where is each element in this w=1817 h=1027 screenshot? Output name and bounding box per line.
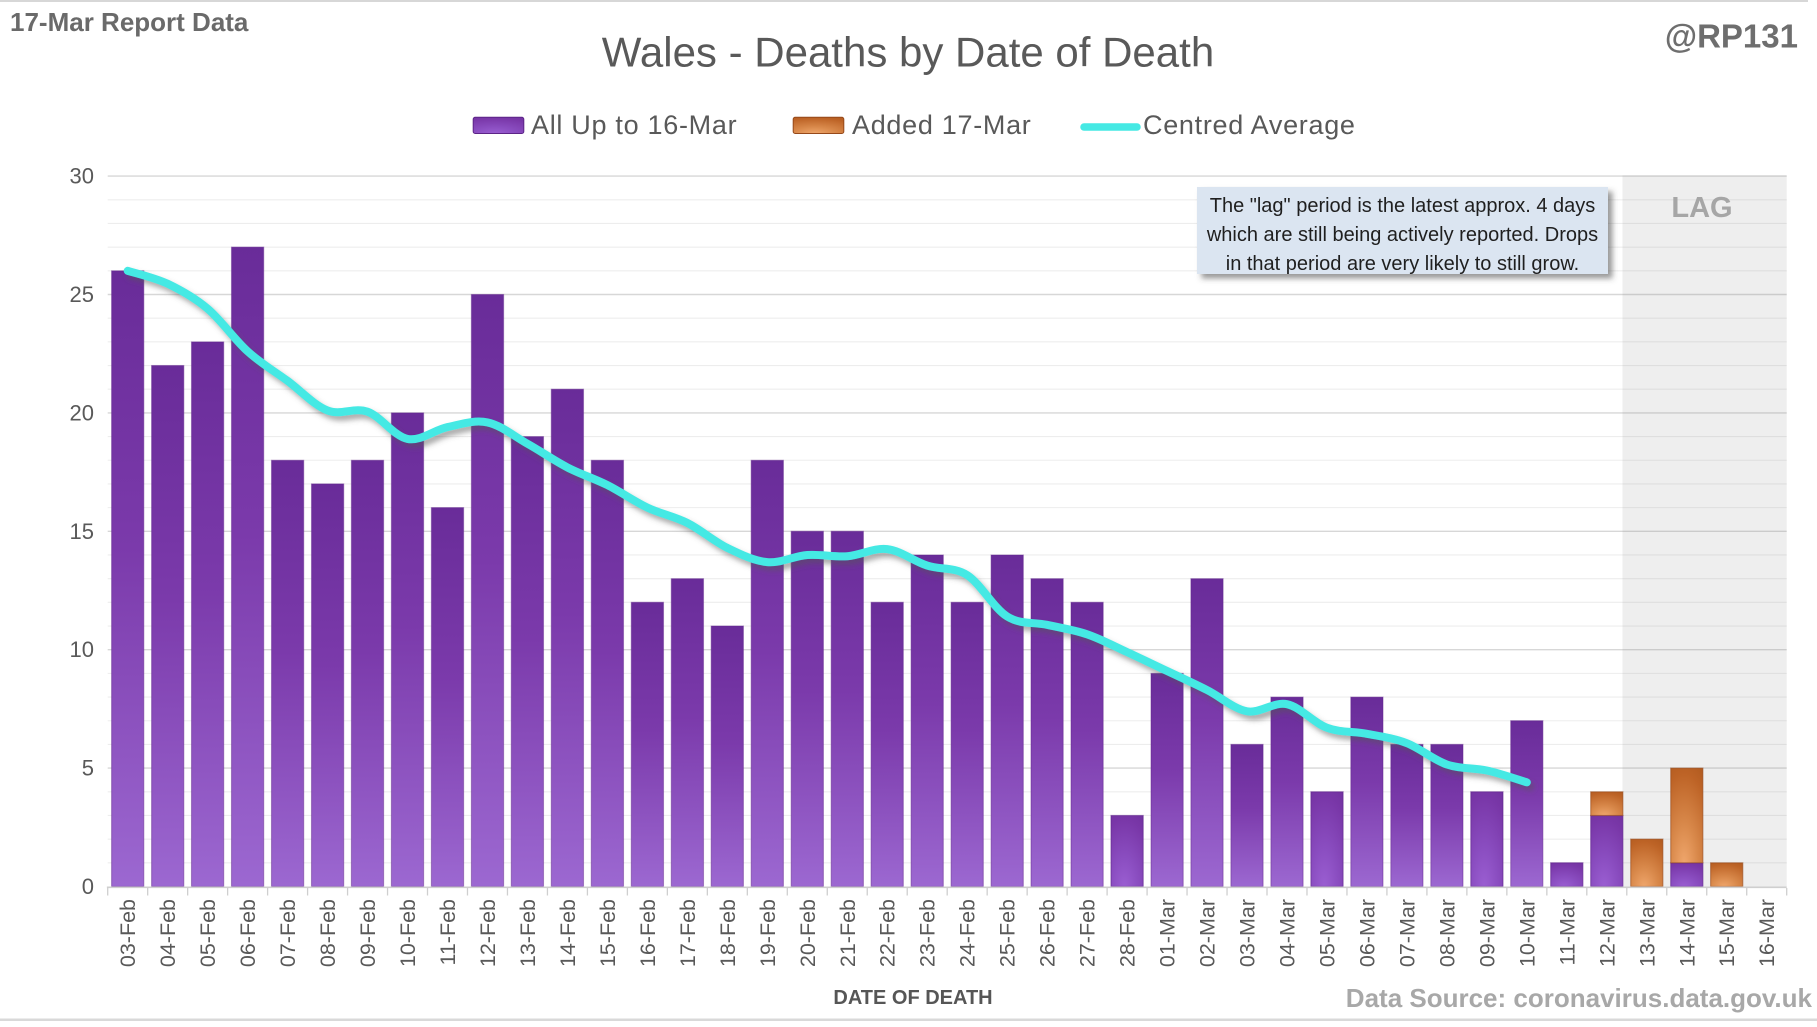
svg-text:11-Feb: 11-Feb [436,899,460,966]
svg-text:Added 17-Mar: Added 17-Mar [852,110,1032,140]
svg-text:14-Feb: 14-Feb [556,899,580,967]
svg-text:15-Mar: 15-Mar [1715,899,1739,967]
svg-text:30: 30 [70,164,94,189]
svg-text:25: 25 [70,282,94,307]
svg-text:06-Mar: 06-Mar [1355,899,1379,967]
svg-text:14-Mar: 14-Mar [1675,899,1699,967]
svg-text:13-Mar: 13-Mar [1635,899,1659,967]
svg-text:17-Feb: 17-Feb [676,899,700,967]
svg-text:DATE OF DEATH: DATE OF DEATH [833,987,992,1009]
svg-text:08-Mar: 08-Mar [1435,899,1459,967]
svg-text:12-Mar: 12-Mar [1595,899,1619,967]
svg-text:12-Feb: 12-Feb [476,899,500,967]
svg-text:16-Mar: 16-Mar [1755,899,1779,967]
svg-text:10-Feb: 10-Feb [396,899,420,967]
svg-text:04-Mar: 04-Mar [1276,899,1300,967]
svg-text:26-Feb: 26-Feb [1036,899,1060,967]
svg-text:03-Feb: 03-Feb [116,899,140,967]
svg-text:24-Feb: 24-Feb [956,899,980,967]
svg-text:which are still being actively: which are still being actively reported.… [1206,224,1598,246]
svg-text:Data Source: coronavirus.data.: Data Source: coronavirus.data.gov.uk [1346,983,1813,1013]
svg-text:05-Mar: 05-Mar [1316,899,1340,967]
svg-text:16-Feb: 16-Feb [636,899,660,967]
svg-text:20: 20 [70,400,94,425]
svg-text:09-Feb: 09-Feb [356,899,380,967]
svg-text:06-Feb: 06-Feb [236,899,260,967]
svg-text:21-Feb: 21-Feb [836,899,860,967]
svg-text:@RP131: @RP131 [1665,18,1798,55]
svg-text:10-Mar: 10-Mar [1515,899,1539,967]
svg-text:0: 0 [82,874,94,899]
svg-text:01-Mar: 01-Mar [1156,899,1180,967]
svg-text:22-Feb: 22-Feb [876,899,900,967]
svg-text:15-Feb: 15-Feb [596,899,620,967]
svg-text:The "lag" period is the latest: The "lag" period is the latest approx. 4… [1210,195,1596,217]
svg-text:18-Feb: 18-Feb [716,899,740,967]
svg-text:20-Feb: 20-Feb [796,899,820,967]
svg-text:5: 5 [82,756,94,781]
svg-text:Wales - Deaths by Date of Deat: Wales - Deaths by Date of Death [602,29,1214,76]
svg-text:04-Feb: 04-Feb [156,899,180,967]
svg-text:Centred Average: Centred Average [1143,110,1356,140]
svg-text:05-Feb: 05-Feb [196,899,220,967]
svg-text:02-Mar: 02-Mar [1196,899,1220,967]
svg-text:23-Feb: 23-Feb [916,899,940,967]
svg-text:in that period are very likely: in that period are very likely to still … [1226,253,1580,275]
svg-text:09-Mar: 09-Mar [1475,899,1499,967]
svg-text:27-Feb: 27-Feb [1076,899,1100,967]
svg-text:15: 15 [70,519,94,544]
svg-text:08-Feb: 08-Feb [316,899,340,967]
svg-text:28-Feb: 28-Feb [1116,899,1140,967]
svg-text:LAG: LAG [1671,192,1732,224]
svg-text:13-Feb: 13-Feb [516,899,540,967]
svg-text:19-Feb: 19-Feb [756,899,780,967]
svg-text:10: 10 [70,637,94,662]
svg-text:03-Mar: 03-Mar [1236,899,1260,967]
svg-text:07-Feb: 07-Feb [276,899,300,967]
svg-text:25-Feb: 25-Feb [996,899,1020,967]
svg-text:11-Mar: 11-Mar [1555,899,1579,966]
svg-text:17-Mar Report Data: 17-Mar Report Data [10,7,249,37]
svg-text:07-Mar: 07-Mar [1395,899,1419,967]
svg-text:All Up to 16-Mar: All Up to 16-Mar [531,110,737,140]
